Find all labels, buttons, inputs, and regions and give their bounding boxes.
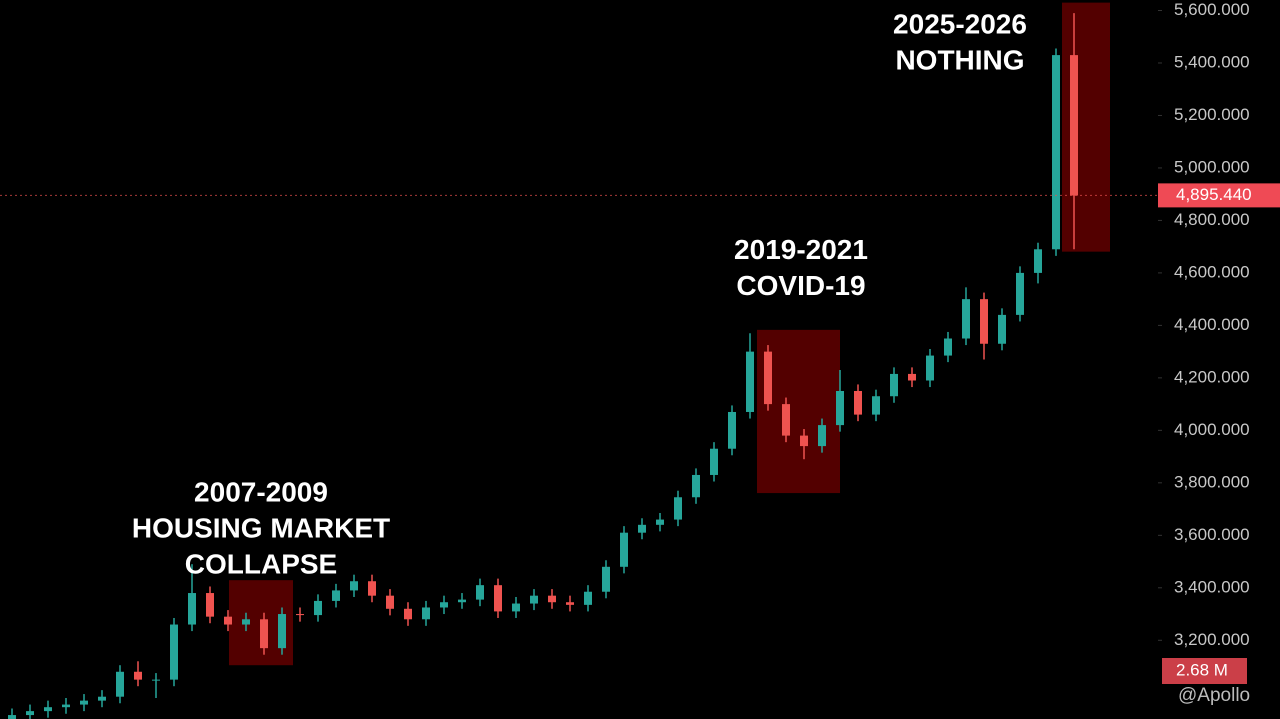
y-tick-label: 4,200.000 bbox=[1174, 367, 1250, 386]
candle-body bbox=[962, 299, 970, 339]
candle-body bbox=[206, 593, 214, 617]
candle-body bbox=[566, 602, 574, 605]
candle-body bbox=[26, 711, 34, 716]
candle-body bbox=[1016, 272, 1024, 315]
y-tick-label: 5,400.000 bbox=[1174, 52, 1250, 71]
candle-body bbox=[836, 390, 844, 426]
candle-body bbox=[548, 595, 556, 603]
candle-body bbox=[332, 590, 340, 601]
candle-body bbox=[80, 700, 88, 705]
y-tick-label: 5,600.000 bbox=[1174, 0, 1250, 19]
watermark: @Apollo bbox=[1178, 685, 1250, 706]
current-price-label: 4,895.440 bbox=[1176, 185, 1252, 204]
candle-body bbox=[512, 603, 520, 612]
y-tick-label: 4,800.000 bbox=[1174, 210, 1250, 229]
candle-body bbox=[44, 707, 52, 712]
candle-body bbox=[458, 599, 466, 603]
y-tick-label: 3,400.000 bbox=[1174, 577, 1250, 596]
candle-body bbox=[314, 600, 322, 616]
volume-label: 2.68 M bbox=[1176, 660, 1228, 679]
y-tick-label: 4,000.000 bbox=[1174, 420, 1250, 439]
y-tick-label: 4,400.000 bbox=[1174, 315, 1250, 334]
candle-body bbox=[890, 373, 898, 397]
annotation-text: 2007-2009 bbox=[194, 477, 328, 508]
candle-body bbox=[1070, 55, 1078, 196]
candle-body bbox=[764, 351, 772, 405]
annotation-text: COVID-19 bbox=[736, 270, 865, 301]
candle-body bbox=[638, 524, 646, 533]
candle-body bbox=[782, 404, 790, 436]
candle-body bbox=[494, 585, 502, 612]
candle-body bbox=[944, 338, 952, 356]
candle-body bbox=[1052, 55, 1060, 250]
highlight-box bbox=[1062, 2, 1110, 252]
candle-body bbox=[134, 671, 142, 680]
annotation-text: COLLAPSE bbox=[185, 549, 337, 580]
y-tick-label: 3,600.000 bbox=[1174, 525, 1250, 544]
candle-body bbox=[854, 390, 862, 415]
candle-body bbox=[422, 607, 430, 620]
candle-body bbox=[296, 614, 304, 616]
candle-body bbox=[170, 624, 178, 680]
candle-body bbox=[188, 593, 196, 625]
candle-body bbox=[728, 411, 736, 449]
candle-body bbox=[998, 314, 1006, 344]
y-tick-label: 3,800.000 bbox=[1174, 472, 1250, 491]
annotation-text: HOUSING MARKET bbox=[132, 513, 390, 544]
candle-body bbox=[224, 616, 232, 625]
y-tick-label: 3,200.000 bbox=[1174, 630, 1250, 649]
candle-body bbox=[584, 591, 592, 605]
y-tick-label: 5,000.000 bbox=[1174, 157, 1250, 176]
candle-body bbox=[62, 704, 70, 708]
candle-body bbox=[152, 679, 160, 681]
candle-body bbox=[656, 519, 664, 525]
candle-body bbox=[440, 602, 448, 608]
candle-body bbox=[602, 566, 610, 592]
candle-body bbox=[242, 619, 250, 625]
y-tick-label: 4,600.000 bbox=[1174, 262, 1250, 281]
candle-body bbox=[98, 696, 106, 701]
candle-body bbox=[116, 671, 124, 697]
volume-box bbox=[1162, 658, 1247, 684]
candle-body bbox=[818, 425, 826, 447]
candle-body bbox=[872, 396, 880, 415]
candle-body bbox=[386, 595, 394, 609]
current-price-box bbox=[1158, 183, 1280, 208]
annotation-text: 2019-2021 bbox=[734, 234, 868, 265]
candle-body bbox=[746, 351, 754, 412]
candle-body bbox=[1034, 249, 1042, 273]
candle-body bbox=[530, 595, 538, 604]
candle-body bbox=[260, 619, 268, 649]
candle-body bbox=[404, 608, 412, 620]
candle-body bbox=[620, 532, 628, 567]
candle-body bbox=[674, 497, 682, 520]
candle-body bbox=[8, 715, 16, 719]
candle-body bbox=[908, 373, 916, 381]
candle-body bbox=[692, 474, 700, 498]
candle-body bbox=[476, 585, 484, 600]
candle-body bbox=[350, 581, 358, 591]
y-tick-label: 5,200.000 bbox=[1174, 105, 1250, 124]
candle-body bbox=[368, 581, 376, 596]
candle-body bbox=[800, 435, 808, 447]
candle-body bbox=[710, 448, 718, 475]
candle-body bbox=[980, 299, 988, 344]
annotation-text: NOTHING bbox=[895, 44, 1024, 75]
candle-body bbox=[278, 614, 286, 649]
annotation-text: 2025-2026 bbox=[893, 8, 1027, 39]
candle-body bbox=[926, 355, 934, 381]
